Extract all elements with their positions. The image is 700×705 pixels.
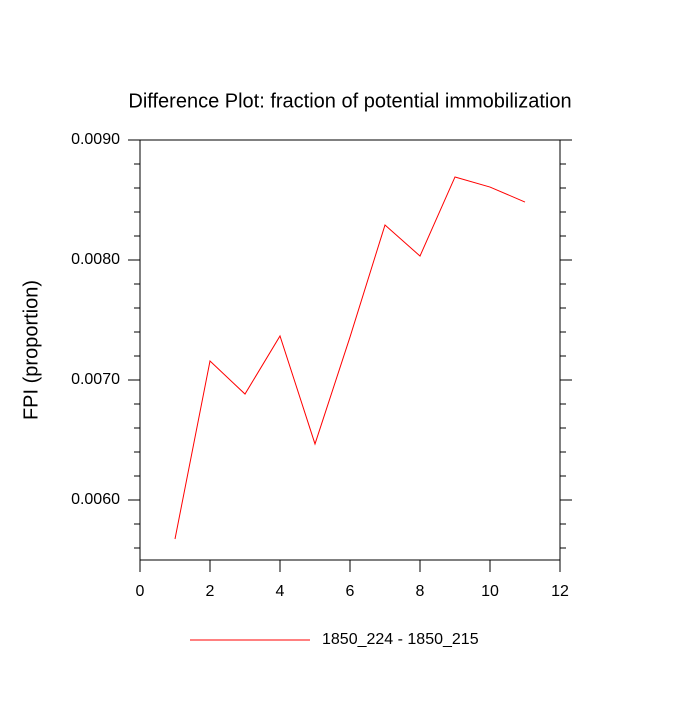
- x-tick-label: 10: [481, 583, 499, 600]
- y-axis-label: FPI (proportion): [20, 280, 42, 420]
- chart-title: Difference Plot: fraction of potential i…: [128, 90, 571, 112]
- legend-label: 1850_224 - 1850_215: [322, 631, 479, 648]
- x-tick-label: 4: [276, 583, 285, 600]
- x-tick-label: 8: [416, 583, 425, 600]
- plot-frame: [139, 139, 561, 561]
- y-tick-label: 0.0080: [71, 251, 120, 268]
- y-tick-label: 0.0070: [71, 371, 120, 388]
- x-tick-label: 2: [206, 583, 215, 600]
- y-tick-label: 0.0060: [71, 491, 120, 508]
- x-tick-label: 6: [346, 583, 355, 600]
- y-tick-label: 0.0090: [71, 131, 120, 148]
- data-line: [174, 176, 526, 540]
- x-tick-label: 12: [551, 583, 569, 600]
- x-tick-label: 0: [136, 583, 145, 600]
